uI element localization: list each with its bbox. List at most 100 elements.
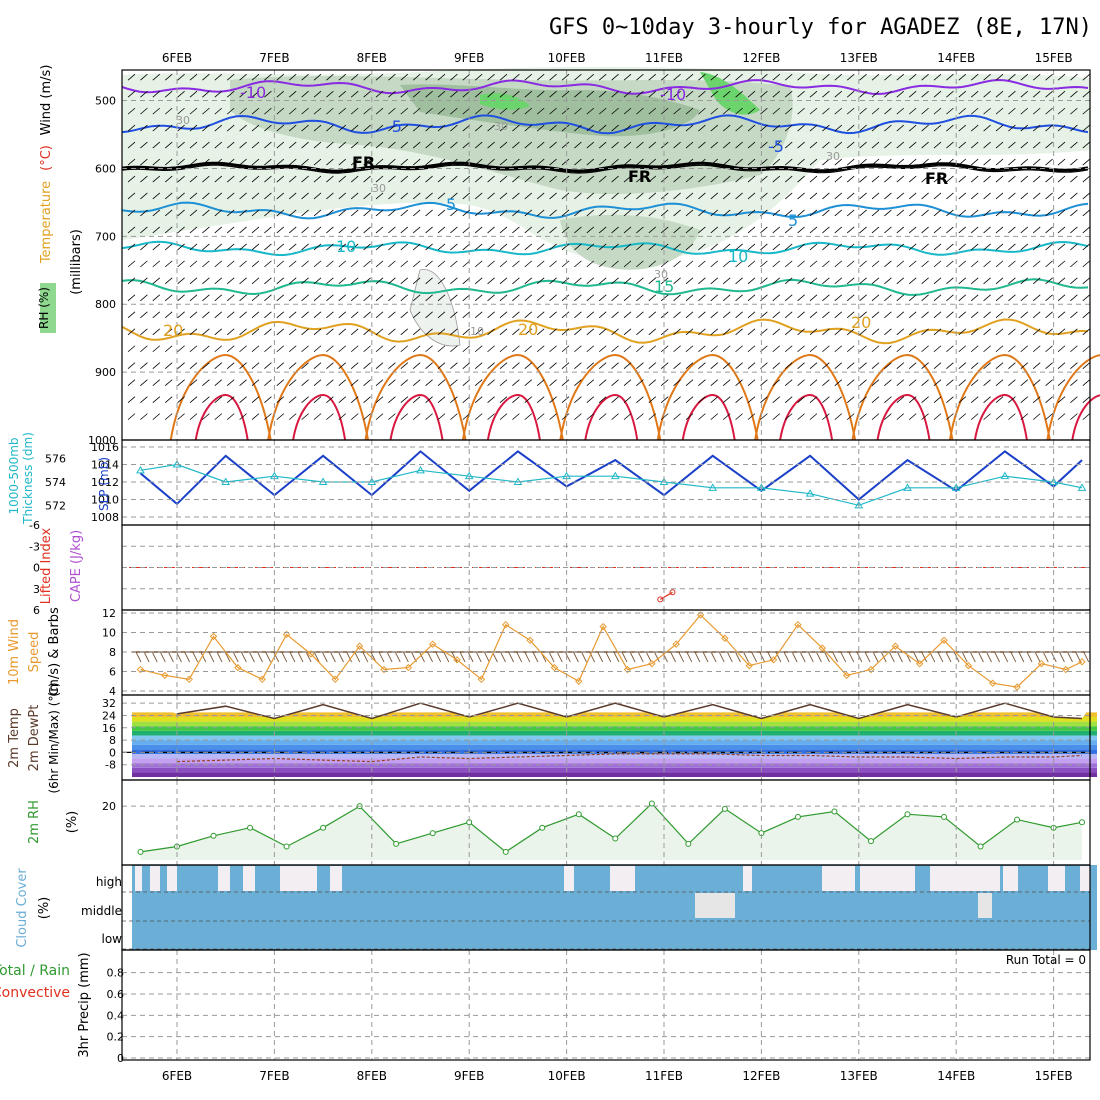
wind-barb	[313, 226, 322, 234]
wind-barb	[1082, 158, 1091, 166]
wind-speed-point	[623, 665, 632, 674]
pressure-tick-label: 700	[95, 230, 116, 243]
wind-barb	[884, 107, 892, 115]
wind-barb	[127, 73, 136, 81]
wind-barb	[313, 362, 322, 370]
wind-barb	[1070, 226, 1078, 234]
wind-barb	[164, 362, 173, 370]
wind-barb	[673, 379, 681, 386]
wind-barb	[660, 192, 669, 200]
wind-barb	[487, 226, 495, 234]
wind-barb	[945, 651, 952, 663]
wind-barb	[983, 175, 991, 183]
wind-barb	[772, 192, 781, 200]
wind-barb	[698, 158, 706, 166]
wind-barb	[140, 396, 148, 403]
wind-barb	[400, 209, 409, 217]
rh2m-axis-title: 2m RH	[27, 800, 42, 844]
wind-barb	[152, 379, 161, 386]
wind-barb	[363, 243, 371, 251]
cloud-gap-high	[135, 866, 142, 891]
wind-barb	[760, 141, 768, 149]
wind-barb	[772, 158, 781, 166]
wind-barb	[127, 396, 136, 403]
wind-barb	[265, 651, 272, 663]
wind-barb	[264, 107, 272, 115]
wind-barb	[933, 396, 942, 403]
wind-speed-point	[891, 642, 900, 650]
wind-barb	[970, 345, 979, 353]
wind-barb	[375, 260, 384, 268]
wind-barb	[487, 413, 495, 420]
wind-barb	[809, 107, 818, 115]
wind-barb	[598, 396, 607, 403]
wind-barb	[276, 311, 285, 319]
wind-barb	[264, 158, 272, 166]
wind-barb	[338, 73, 347, 81]
wind-barb	[549, 209, 557, 217]
wind-barb	[784, 192, 793, 200]
wind-barb	[400, 90, 409, 98]
wind-barb	[425, 175, 433, 183]
temperature-color-band	[132, 753, 1097, 759]
wind-speed-point	[136, 665, 145, 674]
wind-barb	[1020, 277, 1029, 285]
wind-barb	[673, 260, 681, 268]
temperature-contour	[121, 161, 1089, 173]
wind-barb	[921, 175, 929, 183]
wind-barb	[760, 124, 768, 132]
wind-barb	[1057, 362, 1066, 370]
wind-barb	[524, 379, 533, 386]
wind-barb	[636, 175, 644, 183]
wind-barb	[127, 260, 136, 268]
wind-barb	[611, 345, 619, 353]
wind-barb	[822, 226, 830, 234]
wind-barb	[958, 362, 967, 370]
wind-barb	[660, 396, 669, 403]
wind-barb	[152, 277, 161, 285]
wind-barb	[437, 345, 446, 353]
temp-tick-label: -8	[105, 759, 116, 772]
wind-barb	[678, 651, 685, 663]
wind-barb	[846, 311, 855, 319]
wind-barb	[747, 311, 756, 319]
wind-barb	[425, 277, 433, 285]
wind-barb	[623, 328, 632, 336]
wind-barb	[859, 396, 867, 403]
wind-barb	[564, 651, 571, 663]
x-axis-label-top: 8FEB	[357, 51, 387, 65]
cloud-gap-high	[617, 866, 635, 891]
thickness-point	[367, 477, 377, 485]
wind-barb	[598, 311, 607, 319]
wind-barb	[784, 226, 793, 234]
wind-barb	[871, 345, 880, 353]
wind-barb	[375, 124, 384, 132]
wind-barb	[772, 396, 781, 403]
slp-tick-label: 1014	[91, 459, 119, 472]
wind-barb	[702, 651, 709, 663]
wind-barb	[177, 362, 185, 370]
wind-barb	[1020, 379, 1029, 386]
wind-barb	[189, 192, 198, 200]
wind-barb	[450, 73, 458, 81]
wind-barb	[735, 141, 743, 149]
wind-barb	[995, 260, 1004, 268]
wind-barb	[908, 107, 917, 115]
wind-barb	[127, 362, 136, 370]
wind-barb	[1020, 260, 1029, 268]
wind-barb	[946, 345, 954, 353]
wind-barb	[673, 311, 681, 319]
wind-barb	[660, 345, 669, 353]
wind-barb	[462, 277, 471, 285]
wind-barb	[933, 141, 942, 149]
wind-barb	[276, 158, 285, 166]
wind-barb	[710, 651, 717, 663]
wind-barb	[1032, 413, 1041, 420]
wind-barb	[388, 294, 396, 302]
wind-barb	[574, 73, 582, 81]
wind-barb	[437, 73, 446, 81]
wind-barb	[276, 379, 285, 386]
wind-barb	[450, 243, 458, 251]
temperature-contour	[461, 353, 564, 441]
wind-barb	[983, 226, 991, 234]
